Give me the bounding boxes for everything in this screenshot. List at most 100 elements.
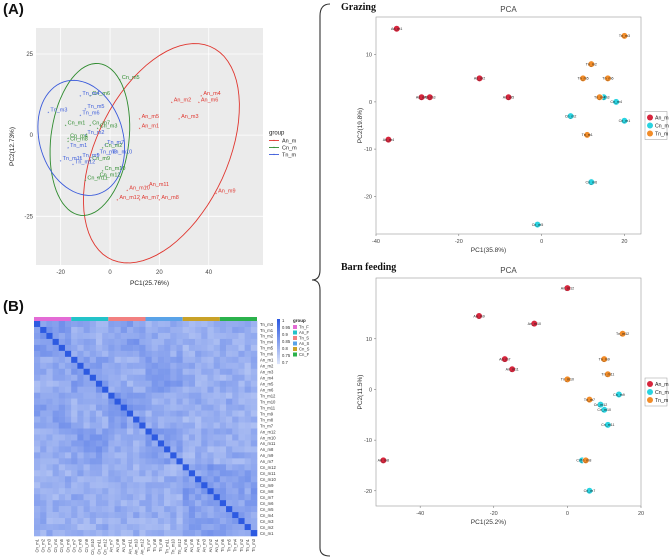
heatmap-cell (114, 362, 122, 370)
heatmap-cell (232, 482, 239, 489)
heatmap-cell (250, 350, 258, 358)
heatmap-cell (232, 464, 239, 471)
heatmap-cell (40, 404, 47, 411)
ellipse-Cn_m (49, 63, 131, 216)
heatmap-cell (238, 350, 245, 358)
point-label: An_m8 (378, 459, 389, 463)
heatmap-cell (71, 440, 78, 447)
heatmap-cell (64, 482, 72, 489)
heatmap-cell (40, 470, 47, 477)
heatmap-cell (34, 506, 41, 513)
point-label: Cn_m2 (565, 114, 577, 118)
heatmap-cell (40, 326, 47, 334)
heatmap-cell (58, 464, 66, 471)
row-label: Cn_m5 (260, 507, 274, 512)
y-tick-label: 10 (366, 337, 372, 343)
point-label: An_m3 (181, 114, 198, 120)
point-label: Cn_m4 (70, 133, 88, 139)
heatmap-cell (133, 321, 140, 328)
heatmap-cell (102, 410, 109, 417)
heatmap-cell (34, 530, 41, 537)
heatmap-cell (201, 404, 208, 411)
heatmap-cell (114, 410, 122, 417)
row-label: Tn_m1 (260, 328, 274, 333)
point-label: An_m7 (499, 357, 510, 361)
heatmap-cell (89, 512, 97, 519)
point-label: Tn_m7 (107, 140, 124, 146)
heatmap-cell (40, 458, 47, 465)
heatmap-cell (157, 321, 165, 328)
point-label: An_m4 (383, 138, 394, 142)
heatmap-cell (83, 488, 91, 495)
heatmap-cell (89, 428, 97, 435)
heatmap-cell (58, 440, 66, 447)
y-tick-label: 0 (30, 133, 34, 139)
heatmap-cell (126, 524, 134, 531)
point-marker: * (60, 159, 62, 164)
heatmap-cell (102, 392, 109, 399)
heatmap-cell (114, 446, 122, 453)
heatmap-cell (238, 458, 245, 465)
heatmap-cell (108, 404, 115, 411)
heatmap-cell (95, 500, 103, 507)
heatmap-cell (170, 404, 177, 411)
point-marker: * (84, 107, 86, 112)
heatmap-cell (176, 524, 183, 531)
heatmap-cell (71, 392, 78, 399)
heatmap-cell (64, 416, 72, 423)
ellipse-Tn_m (37, 79, 126, 196)
heatmap-cell (226, 488, 233, 495)
heatmap-cell (232, 446, 239, 453)
heatmap-cell (226, 512, 233, 519)
heatmap-cell (58, 530, 66, 537)
heatmap-cell (139, 500, 146, 507)
heatmap-cell (213, 440, 221, 447)
heatmap-cell (139, 506, 146, 513)
heatmap-cell (108, 326, 115, 334)
heatmap-cell (244, 368, 252, 376)
heatmap-cell (157, 500, 165, 507)
heatmap-cell (232, 452, 239, 459)
scale-tick: 0.8 (282, 346, 288, 351)
x-tick-label: 40 (205, 270, 212, 276)
point-marker: * (119, 78, 121, 83)
heatmap-cell (232, 386, 239, 393)
heatmap-cell (126, 326, 134, 334)
heatmap-cell (226, 356, 233, 364)
heatmap-cell (170, 488, 177, 495)
heatmap-cell (58, 321, 66, 328)
heatmap-cell (46, 452, 53, 459)
heatmap-cell (102, 440, 109, 447)
heatmap-cell (108, 464, 115, 471)
heatmap-cell (133, 422, 140, 429)
row-label: An_m2 (260, 364, 274, 369)
heatmap-cell (126, 380, 134, 387)
heatmap-cell (83, 470, 91, 477)
heatmap-cell (133, 368, 140, 376)
heatmap-cell (219, 530, 227, 537)
heatmap-cell (182, 422, 190, 429)
heatmap-cell (139, 410, 146, 417)
heatmap-cell (213, 356, 221, 364)
heatmap-cell (71, 494, 78, 501)
point-marker (583, 131, 591, 139)
heatmap-cell (213, 506, 221, 513)
col-label: Tn_m9 (158, 538, 163, 552)
heatmap-cell (133, 344, 140, 352)
heatmap-cell (120, 530, 128, 537)
heatmap-cell (126, 404, 134, 411)
heatmap-cell (244, 332, 252, 340)
heatmap-cell (58, 350, 66, 358)
heatmap-cell (226, 506, 233, 513)
heatmap-cell (83, 356, 91, 364)
heatmap-cell (170, 446, 177, 453)
heatmap-cell (244, 344, 252, 352)
heatmap-cell (238, 494, 245, 501)
heatmap-cell (34, 344, 41, 352)
row-label: Tn_m10 (260, 399, 276, 404)
heatmap-cell (89, 374, 97, 382)
heatmap-cell (102, 494, 109, 501)
heatmap-cell (238, 452, 245, 459)
heatmap-cell (114, 392, 122, 399)
heatmap-cell (219, 338, 227, 346)
